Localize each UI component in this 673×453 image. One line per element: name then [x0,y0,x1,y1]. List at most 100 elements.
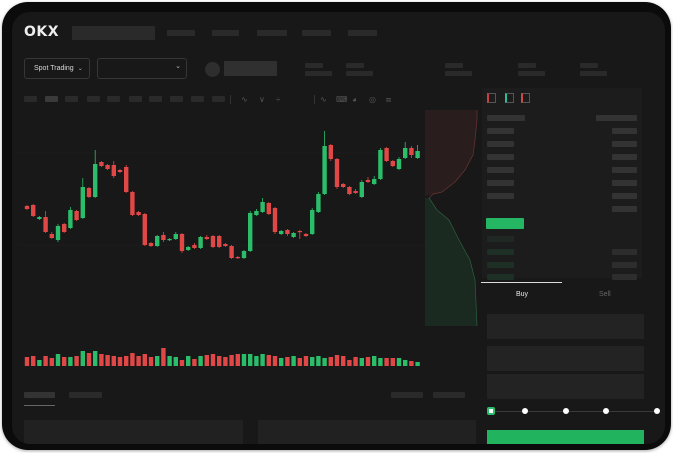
bottom-tab-active[interactable] [24,392,55,398]
volume-bar [49,358,54,366]
ask-price [487,167,514,173]
timeframe-button[interactable] [170,96,183,102]
bottom-action[interactable] [391,392,423,398]
candle-down [86,188,92,197]
timeframe-button[interactable] [45,96,58,102]
stat-label [346,63,364,68]
candle-down [285,230,290,234]
candle-up [68,210,73,228]
timeframe-button[interactable] [212,96,225,102]
amount-slider-handle[interactable] [487,407,495,415]
pen-icon[interactable]: ⌨ [336,95,348,104]
volume-bar [37,360,42,366]
candle-down [266,203,271,214]
okx-logo[interactable]: OKX [24,24,60,40]
total-input[interactable] [487,374,644,399]
volume-bar [322,358,327,366]
spot-trading-dropdown[interactable]: Spot Trading ⌄ [24,58,90,79]
nav-item[interactable] [212,30,239,36]
candle-down [235,257,240,259]
timeframe-button[interactable] [65,96,78,102]
nav-item[interactable] [257,30,287,36]
indicator-icon[interactable]: ∨ [259,95,265,104]
volume-bar [80,351,85,366]
timeframe-button[interactable] [107,96,120,102]
candlestick-chart[interactable] [17,112,427,372]
timeframe-button[interactable] [129,96,142,102]
volume-bar [192,359,197,366]
candle-down [272,208,278,232]
screenshot-icon[interactable]: ◕ [352,95,357,104]
target-icon[interactable]: ◎ [369,95,376,104]
candle-down [192,245,197,248]
bottom-tab[interactable] [69,392,102,398]
volume-bar [161,348,166,366]
slider-stop[interactable] [563,408,569,414]
candle-up [322,146,327,194]
slider-stop[interactable] [603,408,609,414]
candle-up [241,251,247,258]
tab-sell[interactable]: Sell [599,291,611,298]
candle-up [80,187,85,218]
volume-bar [142,354,147,366]
volume-bar [55,354,61,366]
amount-input[interactable] [487,346,644,371]
timeframe-button[interactable] [191,96,204,102]
bottom-card [258,420,476,444]
toolbar-divider [230,95,231,104]
bid-price [487,249,514,255]
ask-price [487,128,514,134]
line-icon[interactable]: ∿ [320,95,327,104]
candle-up [55,226,61,240]
volume-bar [347,360,352,366]
slider-stop[interactable] [654,408,660,414]
bid-amount [612,274,637,280]
price-input[interactable] [487,314,644,339]
candle-down [62,224,67,232]
candle-down [409,148,414,155]
volume-bar [365,357,371,366]
volume-bar [260,354,265,366]
candle-down [117,170,123,172]
bottom-action[interactable] [433,392,465,398]
orderbook-asks-icon[interactable] [521,93,530,103]
volume-bar [31,356,36,366]
volume-bar [179,360,185,366]
volume-bar [148,357,154,366]
tab-buy[interactable]: Buy [516,291,529,298]
order-book [482,88,642,280]
pair-dropdown[interactable]: ⌄ [97,58,187,79]
timeframe-button[interactable] [24,96,37,102]
candle-down [341,184,346,187]
candle-down [365,180,371,182]
indicator-icon[interactable]: ∿ [241,95,248,104]
candle-down [130,192,135,215]
amount-slider-track[interactable] [491,411,657,412]
nav-item[interactable] [348,30,377,36]
timeframe-button[interactable] [149,96,162,102]
buy-submit-button[interactable] [487,430,644,444]
slider-stop[interactable] [522,408,528,414]
timeframe-button[interactable] [87,96,100,102]
orderbook-bids-icon[interactable] [505,93,514,103]
volume-bar [279,358,284,366]
search-placeholder[interactable] [72,26,155,40]
bottom-card [24,420,243,444]
volume-bar [155,356,160,366]
nav-item[interactable] [167,30,195,36]
settings-icon[interactable]: ÷ [276,95,281,104]
orderbook-both-icon[interactable] [487,93,496,103]
candle-down [384,148,389,161]
candle-down [142,214,147,245]
volume-bar [272,356,278,366]
nav-item[interactable] [302,30,331,36]
candle-up [198,237,203,248]
ask-price [487,141,514,147]
volume-bar [334,355,340,366]
candle-down [210,236,216,247]
orderbook-header [487,115,525,121]
fullscreen-icon[interactable]: ⧈ [386,95,392,104]
volume-bar [409,361,414,366]
chevron-down-icon: ⌄ [77,66,83,72]
volume-bar [62,357,67,366]
